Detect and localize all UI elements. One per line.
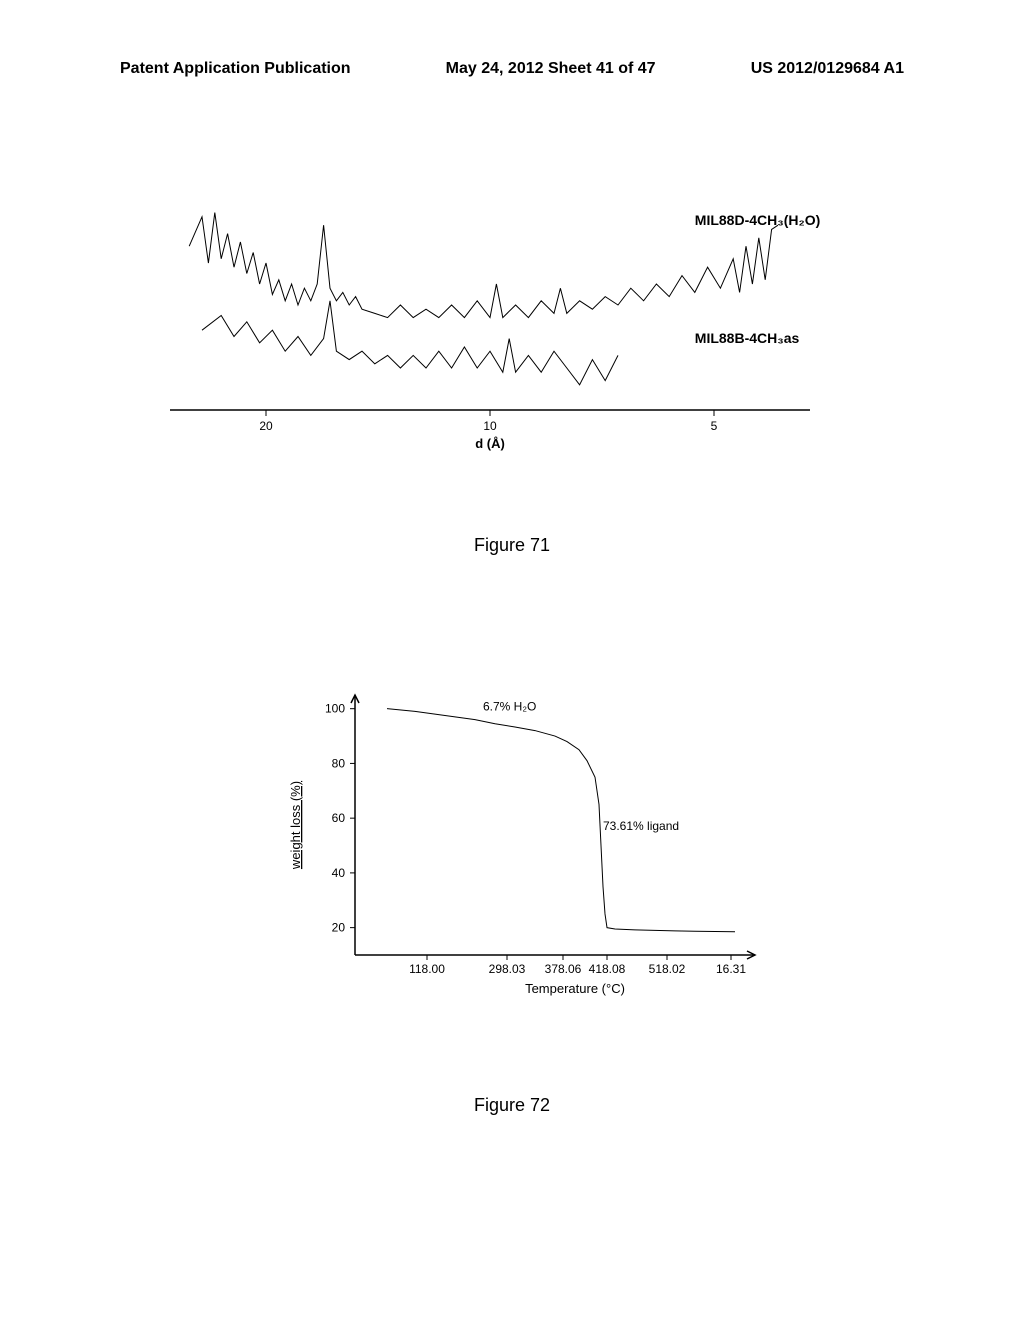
svg-text:20: 20 — [259, 419, 273, 433]
xrd-chart-svg: 20 10 5 d (Å) MIL88D-4CH₃(H₂O) MIL88B-4CH₃as — [160, 195, 840, 460]
svg-text:73.61% ligand: 73.61% ligand — [603, 819, 679, 833]
header-center: May 24, 2012 Sheet 41 of 47 — [446, 60, 656, 78]
svg-text:5: 5 — [711, 419, 718, 433]
tga-chart-svg: 20 40 60 80 100 weight loss (%) 118.00 298.03 37… — [280, 680, 780, 1020]
svg-text:16.31: 16.31 — [716, 962, 746, 976]
svg-text:518.02: 518.02 — [649, 962, 686, 976]
svg-text:MIL88B-4CH₃as: MIL88B-4CH₃as — [695, 330, 800, 346]
svg-text:378.06: 378.06 — [545, 962, 582, 976]
header-right: US 2012/0129684 A1 — [751, 60, 904, 78]
patent-header: Patent Application Publication May 24, 2… — [0, 60, 1024, 78]
svg-text:60: 60 — [332, 811, 346, 825]
header-left: Patent Application Publication — [120, 60, 351, 78]
figure-72-caption: Figure 72 — [0, 1095, 1024, 1116]
figure-71-chart: 20 10 5 d (Å) MIL88D-4CH₃(H₂O) MIL88B-4CH₃as — [160, 195, 840, 460]
svg-text:100: 100 — [325, 702, 345, 716]
svg-text:6.7% H₂O: 6.7% H₂O — [483, 700, 536, 714]
svg-text:118.00: 118.00 — [409, 962, 445, 976]
figure-72-chart: 20 40 60 80 100 weight loss (%) 118.00 298.03 37… — [280, 680, 780, 1020]
figure-71-caption: Figure 71 — [0, 535, 1024, 556]
svg-text:20: 20 — [332, 921, 346, 935]
svg-text:d (Å): d (Å) — [475, 436, 505, 451]
svg-text:80: 80 — [332, 756, 346, 770]
svg-text:10: 10 — [483, 419, 497, 433]
svg-text:MIL88D-4CH₃(H₂O): MIL88D-4CH₃(H₂O) — [695, 212, 820, 228]
svg-text:Temperature (°C): Temperature (°C) — [525, 981, 625, 996]
svg-text:298.03: 298.03 — [489, 962, 526, 976]
svg-text:40: 40 — [332, 866, 346, 880]
svg-text:418.08: 418.08 — [589, 962, 626, 976]
svg-text:weight loss (%): weight loss (%) — [288, 781, 303, 870]
